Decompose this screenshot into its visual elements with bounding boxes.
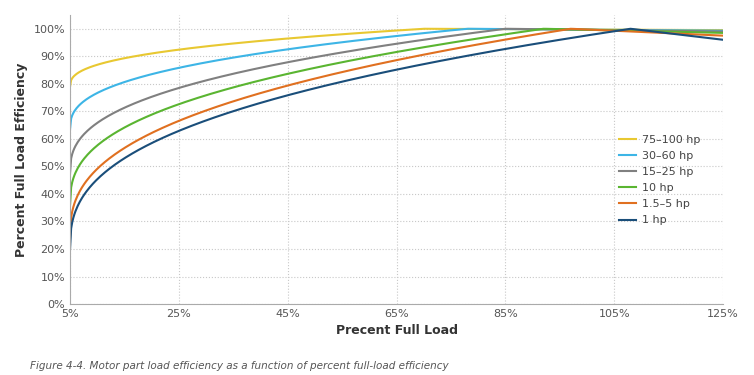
15–25 hp bbox=[361, 46, 370, 51]
75–100 hp bbox=[361, 30, 370, 35]
Line: 10 hp: 10 hp bbox=[70, 29, 723, 205]
75–100 hp bbox=[66, 84, 75, 89]
1.5–5 hp bbox=[361, 64, 370, 69]
1 hp bbox=[181, 126, 190, 130]
15–25 hp bbox=[66, 171, 75, 176]
Line: 30–60 hp: 30–60 hp bbox=[70, 29, 723, 129]
15–25 hp bbox=[501, 27, 510, 31]
10 hp bbox=[501, 32, 510, 36]
Line: 1 hp: 1 hp bbox=[70, 29, 723, 249]
10 hp bbox=[450, 40, 459, 44]
75–100 hp bbox=[503, 27, 512, 32]
1.5–5 hp bbox=[234, 98, 243, 102]
30–60 hp bbox=[66, 127, 75, 132]
75–100 hp bbox=[420, 27, 429, 31]
10 hp bbox=[66, 203, 75, 207]
10 hp bbox=[181, 100, 190, 104]
1 hp bbox=[234, 108, 243, 112]
1 hp bbox=[557, 37, 566, 42]
1.5–5 hp bbox=[567, 27, 576, 31]
1 hp bbox=[626, 27, 635, 31]
30–60 hp bbox=[450, 28, 459, 32]
1.5–5 hp bbox=[557, 28, 566, 33]
10 hp bbox=[234, 84, 243, 88]
1.5–5 hp bbox=[450, 46, 459, 51]
1 hp bbox=[361, 74, 370, 79]
1 hp bbox=[66, 247, 75, 251]
75–100 hp bbox=[181, 46, 190, 51]
10 hp bbox=[540, 27, 549, 31]
Line: 75–100 hp: 75–100 hp bbox=[70, 29, 723, 87]
15–25 hp bbox=[181, 84, 190, 88]
30–60 hp bbox=[234, 55, 243, 59]
30–60 hp bbox=[361, 37, 370, 42]
10 hp bbox=[719, 31, 728, 35]
1.5–5 hp bbox=[719, 33, 728, 38]
75–100 hp bbox=[719, 28, 728, 32]
75–100 hp bbox=[452, 27, 461, 31]
Line: 15–25 hp: 15–25 hp bbox=[70, 29, 723, 173]
Text: Figure 4-4. Motor part load efficiency as a function of percent full-load effici: Figure 4-4. Motor part load efficiency a… bbox=[30, 361, 449, 371]
15–25 hp bbox=[558, 27, 567, 32]
X-axis label: Precent Full Load: Precent Full Load bbox=[336, 324, 458, 338]
1.5–5 hp bbox=[66, 236, 75, 240]
30–60 hp bbox=[464, 27, 473, 31]
30–60 hp bbox=[503, 27, 512, 32]
1 hp bbox=[501, 46, 510, 51]
1.5–5 hp bbox=[181, 116, 190, 120]
1 hp bbox=[450, 56, 459, 60]
15–25 hp bbox=[234, 70, 243, 75]
30–60 hp bbox=[719, 28, 728, 33]
15–25 hp bbox=[503, 27, 512, 31]
30–60 hp bbox=[558, 27, 567, 32]
30–60 hp bbox=[181, 64, 190, 69]
10 hp bbox=[558, 27, 567, 32]
15–25 hp bbox=[719, 29, 728, 34]
1 hp bbox=[719, 38, 728, 42]
15–25 hp bbox=[450, 33, 459, 38]
1.5–5 hp bbox=[501, 37, 510, 42]
10 hp bbox=[361, 56, 370, 60]
Y-axis label: Percent Full Load Efficiency: Percent Full Load Efficiency bbox=[15, 62, 28, 257]
75–100 hp bbox=[558, 27, 567, 32]
75–100 hp bbox=[234, 41, 243, 45]
Line: 1.5–5 hp: 1.5–5 hp bbox=[70, 29, 723, 238]
Legend: 75–100 hp, 30–60 hp, 15–25 hp, 10 hp, 1.5–5 hp, 1 hp: 75–100 hp, 30–60 hp, 15–25 hp, 10 hp, 1.… bbox=[615, 130, 704, 230]
